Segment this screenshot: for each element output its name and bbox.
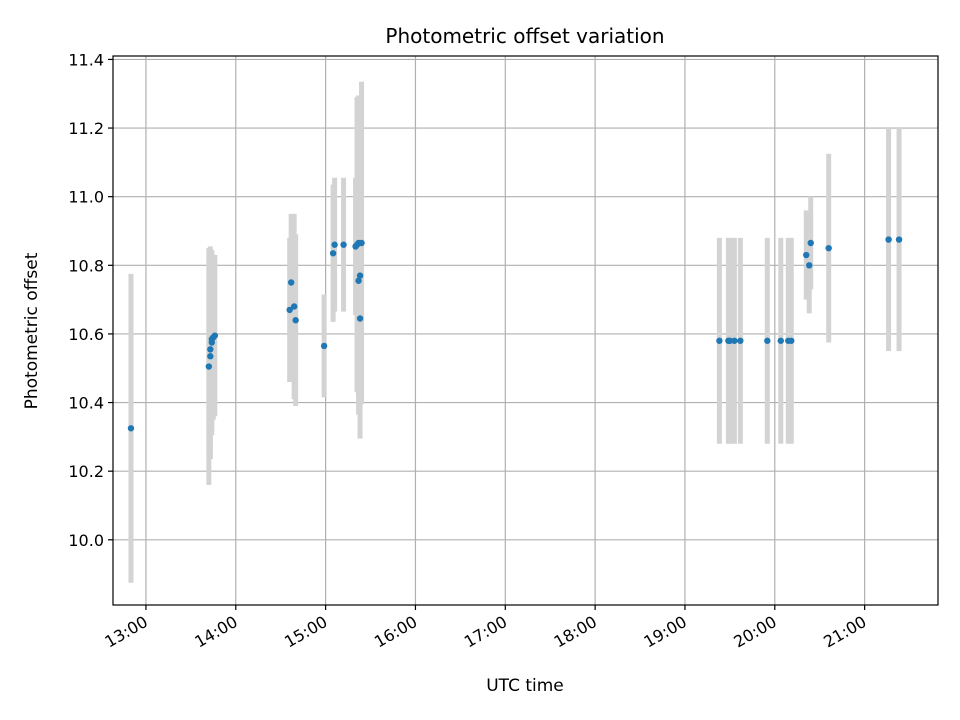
data-point [788, 337, 795, 344]
x-axis-label: UTC time [486, 676, 564, 696]
y-axis: 10.0 10.2 10.4 10.6 10.8 11.0 11.2 11.4 [68, 50, 113, 550]
data-point [207, 353, 214, 360]
y-tick-label: 11.4 [68, 50, 104, 69]
plot-frame [112, 55, 939, 606]
y-axis-label: Photometric offset [22, 252, 42, 409]
data-point [764, 337, 771, 344]
y-tick-label: 11.2 [68, 119, 104, 138]
data-point [286, 306, 293, 314]
data-point [716, 337, 723, 344]
data-point [331, 241, 338, 248]
y-tick-label: 10.0 [68, 531, 104, 550]
data-point [329, 250, 337, 257]
data-point [807, 239, 814, 247]
y-tick-label: 10.4 [68, 394, 104, 413]
data-point [355, 277, 362, 284]
data-point [207, 346, 214, 353]
data-point [211, 332, 219, 339]
y-tick-label: 11.0 [68, 188, 104, 207]
y-tick-label: 10.2 [68, 462, 104, 481]
data-point [731, 337, 738, 344]
data-point [356, 315, 364, 322]
y-tick-label: 10.8 [68, 256, 104, 275]
data-point [737, 337, 744, 344]
data-point [726, 337, 734, 344]
data-markers [127, 236, 903, 432]
chart-title: Photometric offset variation [385, 24, 664, 48]
data-point [320, 342, 328, 350]
data-point [205, 363, 213, 370]
data-point [777, 337, 784, 344]
data-point [358, 239, 365, 247]
data-point [803, 251, 810, 259]
data-point [895, 236, 903, 243]
data-point [356, 272, 364, 279]
data-point [885, 236, 892, 243]
grid [113, 56, 938, 605]
data-point [340, 241, 347, 248]
y-tick-label: 10.6 [68, 325, 104, 344]
data-point [287, 279, 295, 286]
data-point [292, 317, 299, 324]
data-point [825, 244, 832, 252]
data-point [127, 425, 135, 432]
data-point [290, 303, 298, 310]
data-point [806, 262, 813, 269]
